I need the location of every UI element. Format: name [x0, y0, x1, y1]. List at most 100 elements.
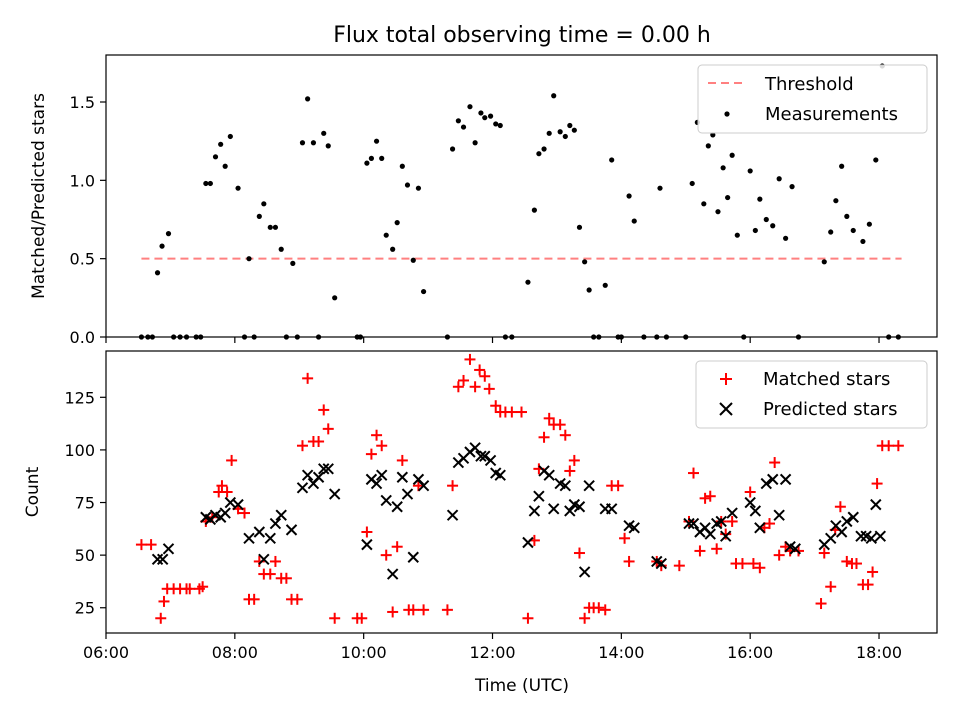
bottom-x-tick-label: 16:00: [727, 643, 773, 662]
measurement-point: [828, 229, 834, 235]
measurement-point: [626, 193, 632, 199]
matched-star-point: [871, 478, 883, 490]
bottom-panel: Count Time (UTC) 06:00 08:00 10:00 12:00 14:…: [23, 350, 938, 696]
predicted-star-point: [407, 551, 419, 563]
measurement-point: [310, 140, 317, 146]
matched-star-point: [474, 364, 486, 376]
bottom-y-tick-label: 25: [75, 599, 95, 618]
predicted-star-point: [258, 553, 270, 566]
measurement-point: [551, 93, 557, 99]
measurement-point: [720, 165, 726, 171]
predicted-star-point: [243, 532, 255, 545]
marker-stroke: [275, 509, 287, 521]
predicted-star-point: [543, 469, 555, 481]
measurement-point: [379, 155, 385, 161]
bottom-x-tick-label: 10:00: [341, 643, 387, 662]
marker-stroke: [847, 511, 859, 523]
top-legend-box: [697, 64, 928, 134]
marker-stroke: [874, 530, 887, 542]
marker-stroke: [328, 488, 341, 500]
measurement-point: [715, 209, 721, 215]
bottom-axes: 06:00 08:00 10:00 12:00 14:00 16:00 18:00 25 50 7…: [64, 388, 902, 662]
marker-stroke: [687, 517, 700, 530]
measurement-point: [844, 213, 850, 219]
legend-threshold-label: Threshold: [764, 74, 854, 95]
marker-stroke: [779, 473, 792, 486]
measurement-point: [420, 288, 427, 295]
measurement-point: [235, 185, 241, 191]
predicted-star-point: [479, 450, 491, 462]
predicted-star-point: [578, 566, 591, 578]
matched-star-point: [407, 604, 419, 616]
marker-stroke: [490, 467, 502, 479]
marker-stroke: [704, 528, 716, 540]
marker-stroke: [749, 505, 762, 517]
measurement-point: [586, 287, 592, 293]
top-axes: 0.0 0.5 1.0 1.5: [70, 93, 880, 347]
marker-stroke: [830, 519, 842, 532]
measurement-point: [261, 201, 267, 207]
measurement-point: [752, 227, 758, 234]
matched-star-point: [302, 372, 314, 384]
measurement-point: [701, 201, 707, 207]
marker-stroke: [469, 442, 481, 454]
matched-star-point: [458, 374, 470, 386]
predicted-star-point: [296, 482, 309, 494]
marker-stroke: [865, 532, 878, 545]
measurement-point: [472, 140, 478, 146]
matched-star-point: [145, 539, 157, 551]
measurement-point: [536, 151, 542, 157]
marker-stroke: [380, 494, 392, 507]
bottom-panel-y-label: Count: [23, 466, 43, 517]
predicted-star-point: [219, 507, 231, 519]
measurement-point: [710, 132, 716, 138]
marker-stroke: [522, 536, 534, 549]
bottom-plot-area: [135, 353, 904, 624]
predicted-star-point: [391, 501, 403, 513]
marker-stroke: [162, 543, 175, 555]
marker-stroke: [322, 463, 334, 475]
predicted-star-point: [687, 517, 700, 530]
marker-stroke: [386, 568, 399, 580]
measurement-point: [850, 227, 856, 234]
matched-star-point: [291, 593, 303, 605]
top-y-tick-label: 1.0: [70, 171, 95, 190]
marker-stroke: [479, 450, 491, 462]
measurement-point: [394, 220, 400, 226]
matched-star-point: [834, 501, 846, 513]
predicted-star-point: [715, 515, 727, 528]
marker-stroke: [773, 509, 785, 521]
predicted-star-point: [773, 509, 785, 521]
matched-star-point: [516, 406, 527, 418]
predicted-star-point: [386, 568, 399, 580]
bottom-x-tick-label: 14:00: [598, 643, 644, 662]
matched-star-point: [184, 583, 196, 595]
bottom-x-tick-label: 08:00: [212, 643, 258, 662]
measurement-point: [557, 129, 563, 135]
predicted-star-point: [275, 509, 287, 521]
predicted-star-point: [376, 469, 388, 481]
measurement-point: [165, 231, 172, 237]
marker-stroke: [412, 473, 425, 486]
top-panel-title: Flux total observing time = 0.00 h: [333, 23, 711, 48]
measurement-point: [609, 157, 615, 163]
measurement-point: [734, 232, 740, 238]
marker-stroke: [605, 503, 618, 515]
marker-stroke: [726, 507, 738, 519]
measurement-point: [467, 104, 473, 110]
marker-stroke: [318, 463, 330, 475]
predicted-star-point: [683, 517, 695, 530]
predicted-star-point: [726, 507, 738, 519]
marker-stroke: [744, 496, 756, 509]
matched-star-point: [296, 440, 308, 452]
measurement-point: [368, 155, 375, 161]
predicted-star-point: [583, 479, 595, 492]
measurement-point: [821, 259, 827, 265]
bottom-y-tick-label: 75: [75, 494, 95, 513]
measurement-point: [332, 295, 338, 301]
marker-stroke: [754, 522, 766, 534]
predicted-star-point: [162, 543, 175, 555]
measurement-point: [602, 282, 608, 288]
matched-star-point: [464, 353, 476, 365]
predicted-star-point: [475, 450, 487, 462]
